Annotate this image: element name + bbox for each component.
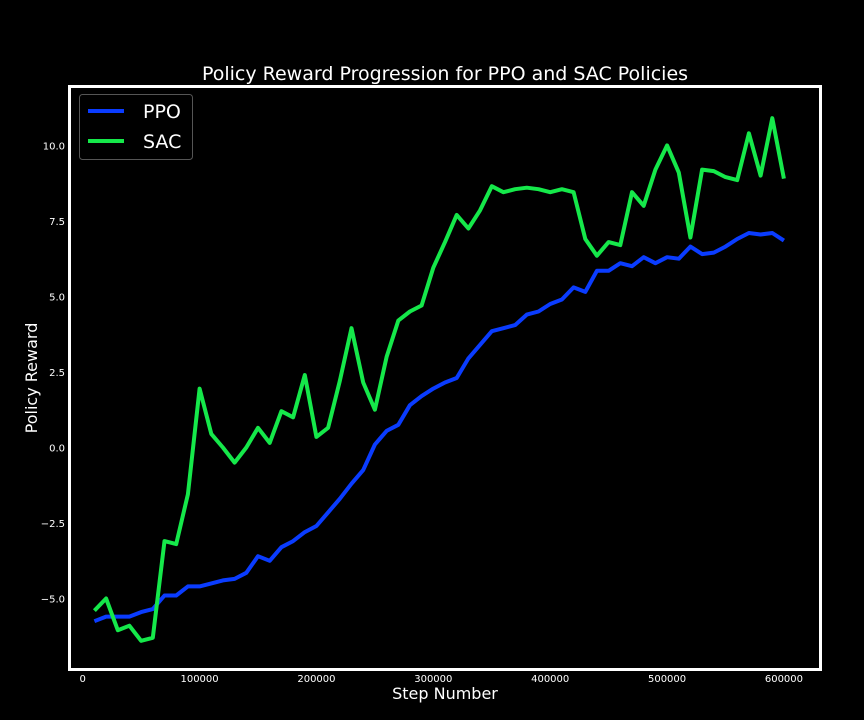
y-axis-title: Policy Reward	[22, 323, 41, 434]
legend-label-sac: SAC	[143, 131, 181, 153]
y-tick-label: −5.0	[41, 595, 65, 606]
x-tick-label: 0	[80, 674, 86, 685]
chart-title: Policy Reward Progression for PPO and SA…	[202, 63, 688, 85]
x-tick-label: 100000	[180, 674, 218, 685]
x-tick-label: 200000	[297, 674, 335, 685]
x-tick-label: 300000	[414, 674, 452, 685]
legend: PPO SAC	[79, 94, 193, 160]
series-line-sac	[92, 116, 786, 643]
y-axis: −5.0 −2.5 0.0 2.5 5.0 7.5 10.0	[41, 141, 65, 605]
x-axis-title: Step Number	[392, 684, 498, 703]
x-tick-label: 400000	[531, 674, 569, 685]
y-tick-label: −2.5	[41, 519, 65, 530]
y-tick-label: 7.5	[49, 217, 65, 228]
plot-frame	[68, 85, 822, 671]
y-tick-label: 2.5	[49, 368, 65, 379]
legend-label-ppo: PPO	[143, 101, 181, 123]
x-axis: 0 100000 200000 300000 400000 500000 600000	[80, 674, 804, 685]
series-line-ppo	[93, 231, 785, 624]
y-tick-label: 0.0	[49, 443, 65, 454]
plot-series	[92, 116, 786, 643]
x-tick-label: 600000	[765, 674, 803, 685]
x-tick-label: 500000	[648, 674, 686, 685]
y-tick-label: 5.0	[49, 292, 65, 303]
y-tick-label: 10.0	[43, 141, 65, 152]
